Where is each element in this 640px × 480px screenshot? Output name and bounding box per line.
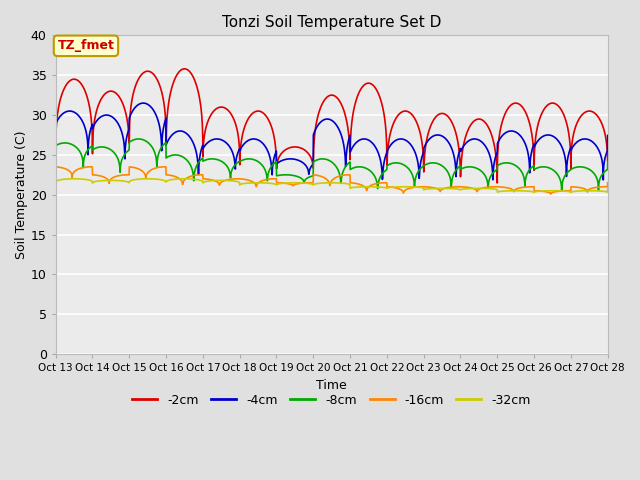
-2cm [180, 66, 188, 72]
-4cm [264, 148, 271, 154]
-16cm [264, 177, 271, 182]
-32cm [604, 186, 612, 192]
-8cm [534, 165, 541, 171]
-32cm [534, 189, 541, 194]
-4cm [604, 132, 612, 138]
-8cm [264, 175, 271, 181]
-4cm [140, 100, 147, 106]
-4cm [148, 105, 156, 110]
Title: Tonzi Soil Temperature Set D: Tonzi Soil Temperature Set D [222, 15, 442, 30]
-4cm [115, 122, 122, 128]
-8cm [134, 136, 142, 142]
-8cm [148, 144, 156, 149]
Line: -16cm: -16cm [56, 167, 608, 194]
Line: -4cm: -4cm [56, 103, 608, 180]
-16cm [604, 180, 612, 186]
-32cm [264, 180, 271, 186]
Y-axis label: Soil Temperature (C): Soil Temperature (C) [15, 131, 28, 259]
-32cm [115, 178, 123, 183]
-16cm [115, 173, 123, 179]
-8cm [593, 177, 601, 182]
-8cm [604, 158, 612, 164]
Text: TZ_fmet: TZ_fmet [58, 39, 115, 52]
-2cm [593, 113, 601, 119]
-16cm [593, 184, 601, 190]
-2cm [534, 123, 541, 129]
-8cm [558, 188, 566, 194]
-2cm [115, 93, 122, 99]
-32cm [52, 180, 60, 186]
-16cm [87, 164, 95, 170]
-8cm [52, 143, 60, 149]
-2cm [148, 70, 156, 75]
-4cm [534, 138, 541, 144]
-32cm [148, 176, 156, 182]
-4cm [52, 121, 60, 127]
-2cm [604, 158, 612, 164]
-4cm [593, 144, 601, 150]
-8cm [287, 172, 295, 178]
-2cm [264, 115, 271, 121]
-32cm [593, 188, 601, 194]
-4cm [600, 177, 607, 183]
-16cm [547, 191, 554, 197]
-16cm [52, 164, 60, 170]
-2cm [493, 180, 501, 186]
-16cm [287, 182, 295, 188]
-8cm [115, 158, 122, 164]
Line: -32cm: -32cm [56, 179, 608, 192]
Legend: -2cm, -4cm, -8cm, -16cm, -32cm: -2cm, -4cm, -8cm, -16cm, -32cm [127, 389, 536, 412]
Line: -2cm: -2cm [56, 69, 608, 183]
Line: -8cm: -8cm [56, 139, 608, 191]
-16cm [148, 167, 156, 172]
-4cm [287, 156, 295, 162]
-32cm [70, 176, 78, 181]
-2cm [52, 158, 60, 164]
-32cm [287, 180, 295, 186]
-16cm [534, 188, 541, 194]
-2cm [287, 144, 295, 150]
X-axis label: Time: Time [316, 379, 347, 392]
-32cm [567, 190, 575, 195]
